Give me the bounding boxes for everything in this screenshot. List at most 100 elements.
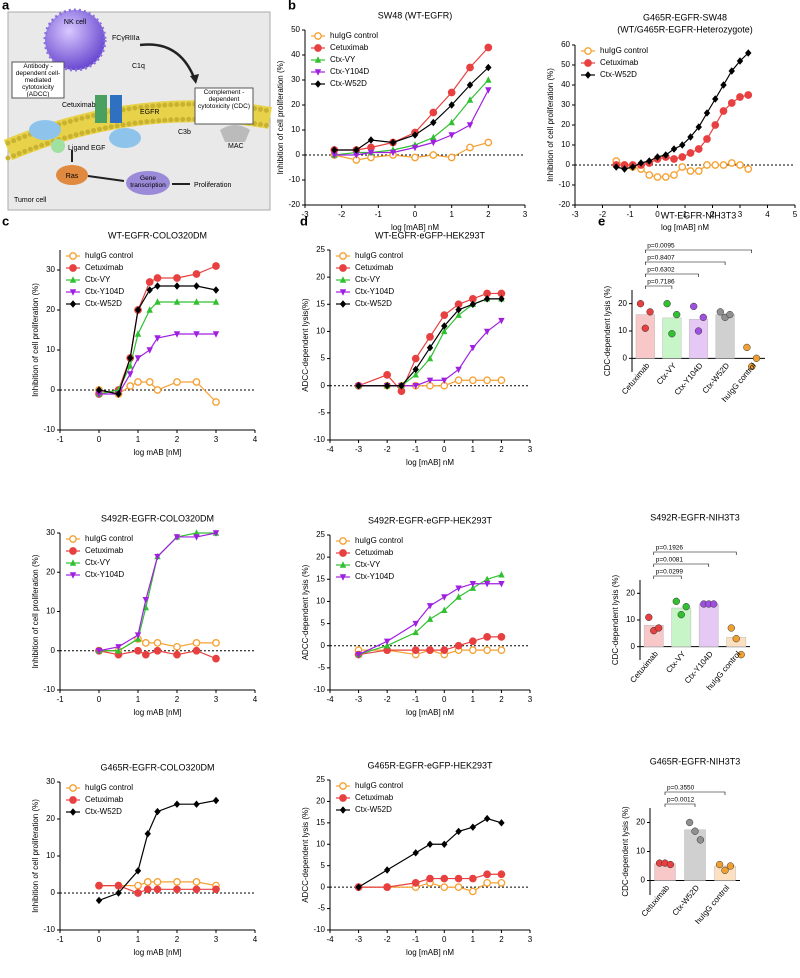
data-point xyxy=(447,88,456,97)
y-tick-label: 10 xyxy=(46,345,55,354)
replicate-point xyxy=(646,308,654,316)
y-tick-label: -20 xyxy=(288,200,300,209)
data-point xyxy=(694,167,703,175)
data-point xyxy=(429,151,438,159)
legend-label: Cetuximab xyxy=(85,546,124,555)
data-point xyxy=(383,382,391,390)
bar xyxy=(698,603,719,647)
data-point xyxy=(744,91,753,99)
legend-label: Cetuximab xyxy=(85,263,124,272)
legend-label: Cetuximab xyxy=(600,58,639,67)
y-tick-label: 20 xyxy=(316,797,325,806)
y-tick-label: 0 xyxy=(321,882,326,891)
data-point xyxy=(173,534,181,541)
y-tick-label: 5 xyxy=(321,861,326,870)
legend-marker xyxy=(314,56,322,63)
p-value: p=0.6302 xyxy=(647,267,675,274)
y-tick-label: -5 xyxy=(318,663,326,672)
category-label: Ctx-Y104D xyxy=(673,361,705,397)
data-point xyxy=(455,306,462,314)
legend-marker xyxy=(584,59,592,67)
series-line xyxy=(98,532,217,652)
y-tick-label: 0 xyxy=(623,353,628,362)
data-point xyxy=(485,76,492,83)
data-point xyxy=(144,830,151,838)
legend-label: Ctx-VY xyxy=(355,275,381,284)
data-point xyxy=(447,153,456,162)
data-point xyxy=(719,161,728,169)
data-point xyxy=(483,328,491,336)
data-point xyxy=(426,333,434,341)
data-point xyxy=(736,57,744,65)
ligand-shape xyxy=(51,139,65,153)
x-tick-label: 2 xyxy=(499,445,504,454)
series-line xyxy=(358,574,502,656)
data-point xyxy=(212,885,220,894)
data-point xyxy=(728,67,735,75)
x-tick-label: 0 xyxy=(97,935,102,944)
data-point xyxy=(426,874,434,883)
x-tick-label: 1 xyxy=(471,935,476,944)
data-point xyxy=(173,282,181,290)
data-point xyxy=(134,306,142,314)
p-value: p=0.0012 xyxy=(667,797,695,804)
replicate-point xyxy=(743,343,751,352)
data-point xyxy=(95,881,103,890)
data-point xyxy=(134,867,142,875)
data-point xyxy=(736,161,744,169)
y-tick-label: 25 xyxy=(316,775,325,784)
data-point xyxy=(736,93,744,101)
y-tick-label: 10 xyxy=(316,597,325,606)
x-tick-label: 4 xyxy=(253,695,258,704)
data-point xyxy=(192,378,201,386)
replicate-point xyxy=(685,818,694,827)
data-point xyxy=(383,866,391,874)
bar xyxy=(715,314,735,359)
legend-label: Ctx-W52D xyxy=(85,299,122,308)
x-tick-label: 0 xyxy=(97,695,102,704)
y-tick-label: 20 xyxy=(636,818,645,827)
legend-label: Cetuximab xyxy=(330,43,369,52)
data-point xyxy=(173,642,181,651)
chart-title: G465R-EGFR-SW48 xyxy=(643,12,727,22)
x-tick-label: 1 xyxy=(136,935,141,944)
data-point xyxy=(654,153,661,161)
data-point xyxy=(466,63,474,72)
data-point xyxy=(469,637,477,646)
data-point xyxy=(134,632,142,639)
data-point xyxy=(153,274,162,282)
data-point xyxy=(484,43,493,52)
y-tick-label: 25 xyxy=(316,245,325,254)
data-point xyxy=(441,377,448,384)
category-label: Ctx-VY xyxy=(664,649,688,675)
data-point xyxy=(412,849,419,857)
y-tick-label: 0 xyxy=(641,876,646,885)
legend-marker xyxy=(339,794,347,802)
legend-label: huIgG control xyxy=(600,46,648,55)
replicate-point xyxy=(666,860,675,869)
mac-shape xyxy=(220,125,250,142)
legend-label: Ctx-VY xyxy=(85,275,111,284)
y-tick-label: 10 xyxy=(561,140,570,149)
p-value: p=0.0081 xyxy=(656,557,684,564)
data-point xyxy=(454,641,463,650)
bar xyxy=(662,317,682,359)
p-value: p=0.0299 xyxy=(656,569,684,576)
legend-marker xyxy=(69,796,77,804)
legend-label: Ctx-VY xyxy=(85,558,111,567)
x-tick-label: -1 xyxy=(56,695,64,704)
antibody-shape xyxy=(95,95,107,123)
data-point xyxy=(466,143,474,152)
legend-label: Ctx-VY xyxy=(330,55,356,64)
data-point xyxy=(353,146,360,154)
data-point xyxy=(686,149,695,157)
data-point xyxy=(153,639,162,647)
data-point xyxy=(134,889,142,897)
data-point xyxy=(454,376,463,385)
y-tick-label: 0 xyxy=(51,385,56,394)
legend-label: huIgG control xyxy=(355,251,403,260)
data-point xyxy=(173,650,181,659)
data-point xyxy=(173,331,181,338)
data-point xyxy=(192,885,201,894)
